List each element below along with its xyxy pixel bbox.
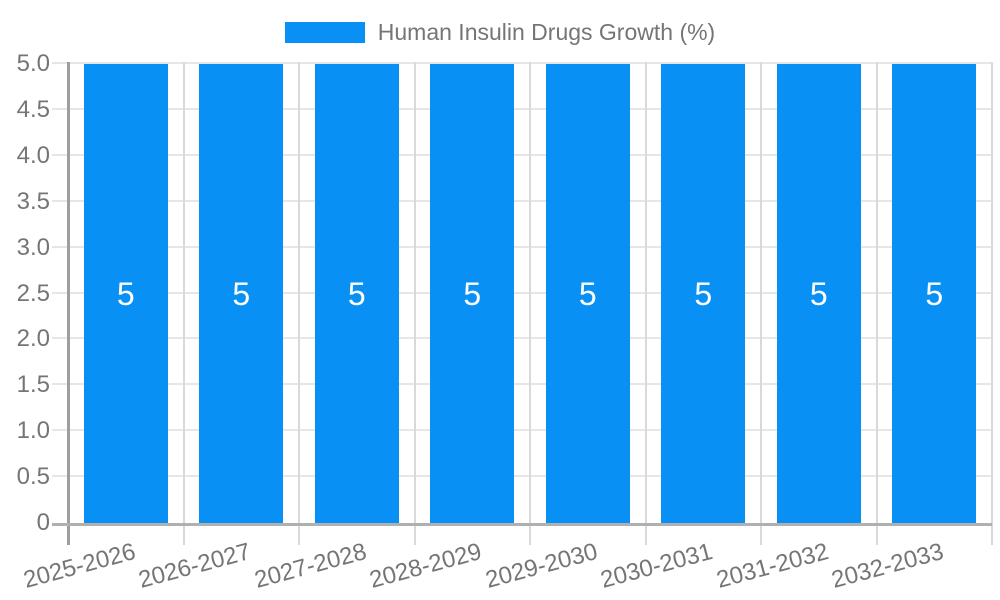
- x-tick-label: 2032-2033: [829, 538, 947, 594]
- x-tick-label: 2028-2029: [367, 538, 485, 594]
- h-gridline: [52, 107, 992, 110]
- bar-value-label: 5: [925, 275, 944, 312]
- v-gridline: [529, 62, 531, 545]
- h-gridline: [52, 337, 992, 340]
- h-gridline: [52, 429, 992, 432]
- bar-value-label: 5: [347, 275, 366, 312]
- y-tick-label: 3.5: [16, 187, 50, 215]
- x-tick-label: 2029-2030: [482, 538, 601, 594]
- y-tick-label: 0: [36, 509, 50, 536]
- y-tick-label: 2.5: [16, 279, 50, 307]
- bar[interactable]: [776, 64, 861, 523]
- h-gridline: [52, 291, 992, 294]
- bar[interactable]: [892, 64, 977, 523]
- v-gridline: [413, 62, 416, 545]
- y-tick-label: 0.5: [16, 463, 50, 491]
- y-tick-label: 1.5: [16, 371, 50, 399]
- legend-color-swatch: [284, 22, 365, 43]
- x-tick-label: 2031-2032: [713, 538, 832, 594]
- h-gridline: [52, 245, 992, 248]
- bar-value-label: 5: [578, 275, 597, 312]
- h-gridline: [52, 153, 992, 156]
- x-axis-line: [52, 523, 992, 526]
- x-tick-label: 2025-2026: [20, 538, 139, 594]
- bar-value-label: 5: [463, 275, 482, 312]
- v-gridline: [182, 62, 185, 545]
- bar[interactable]: [314, 64, 399, 523]
- h-gridline: [52, 475, 992, 478]
- y-tick-label: 4.5: [16, 95, 50, 123]
- x-tick-label: 2026-2027: [136, 538, 254, 594]
- h-gridline: [52, 199, 992, 202]
- v-gridline: [875, 62, 878, 545]
- bar[interactable]: [545, 64, 630, 523]
- legend: Human Insulin Drugs Growth (%): [0, 19, 1000, 46]
- bar-value-label: 5: [809, 275, 828, 312]
- bar[interactable]: [430, 64, 515, 523]
- v-gridline: [760, 62, 762, 545]
- y-tick-label: 4.0: [16, 141, 50, 169]
- bar-value-label: 5: [694, 275, 713, 312]
- y-tick-label: 2.0: [16, 325, 50, 353]
- y-axis-line: [67, 62, 70, 545]
- bar-value-label: 5: [116, 275, 135, 312]
- bar[interactable]: [83, 64, 168, 523]
- h-gridline: [52, 62, 992, 64]
- y-tick-label: 5.0: [16, 50, 50, 77]
- legend-label: Human Insulin Drugs Growth (%): [377, 19, 716, 45]
- bar[interactable]: [199, 64, 284, 523]
- y-tick-label: 3.0: [16, 233, 50, 261]
- v-gridline: [644, 62, 647, 545]
- x-tick-label: 2027-2028: [251, 538, 370, 594]
- x-tick-label: 2030-2031: [598, 538, 716, 594]
- y-tick-label: 1.0: [16, 417, 50, 445]
- v-gridline: [991, 62, 993, 545]
- bar[interactable]: [661, 64, 746, 523]
- v-gridline: [298, 62, 300, 545]
- h-gridline: [52, 383, 992, 386]
- bar-value-label: 5: [232, 275, 251, 312]
